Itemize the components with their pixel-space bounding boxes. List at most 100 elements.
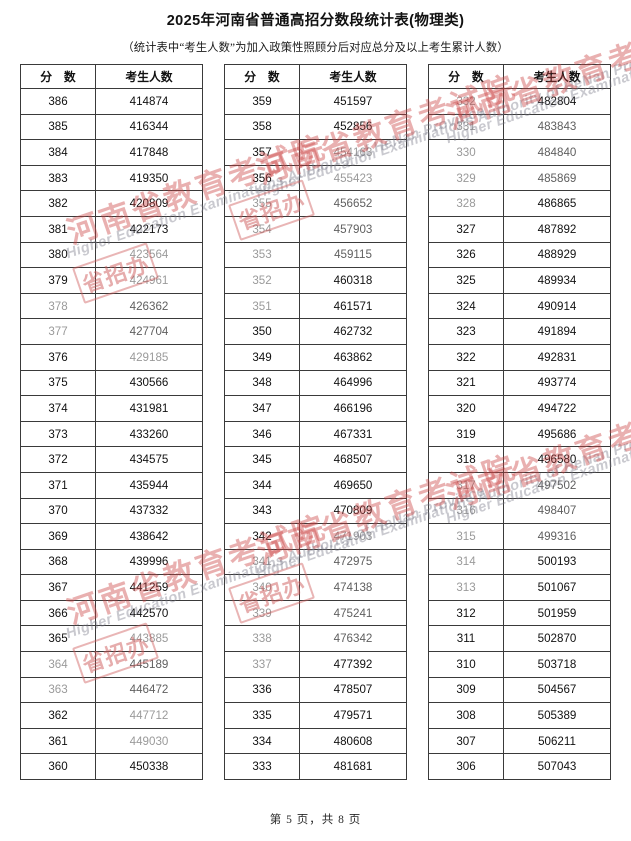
- cell-count: 426362: [95, 292, 203, 320]
- cell-count: 500193: [503, 548, 611, 576]
- table-row: 336 478507: [224, 676, 407, 704]
- table-row: 384 417848: [20, 139, 203, 166]
- table-row: 344 469650: [224, 471, 407, 499]
- cell-score: 336: [224, 676, 300, 704]
- cell-count: 464996: [299, 369, 407, 397]
- cell-count: 483843: [503, 113, 611, 141]
- cell-count: 460318: [299, 267, 407, 294]
- cell-score: 354: [224, 215, 300, 243]
- table-header-row: 分 数 考生人数: [428, 64, 611, 89]
- cell-score: 326: [428, 241, 504, 269]
- cell-score: 339: [224, 599, 300, 627]
- table-row: 335 479571: [224, 702, 407, 729]
- cell-score: 324: [428, 292, 504, 320]
- cell-score: 355: [224, 190, 300, 217]
- cell-score: 360: [20, 753, 96, 781]
- column-header-count: 考生人数: [503, 64, 611, 89]
- table-row: 362 447712: [20, 702, 203, 729]
- table-row: 328 486865: [428, 190, 611, 217]
- cell-count: 468507: [299, 446, 407, 473]
- table-row: 370 437332: [20, 497, 203, 525]
- cell-count: 501067: [503, 574, 611, 601]
- cell-score: 342: [224, 523, 300, 550]
- table-row: 357 454163: [224, 139, 407, 166]
- cell-count: 479571: [299, 702, 407, 729]
- cell-count: 446472: [95, 676, 203, 704]
- cell-count: 449030: [95, 727, 203, 755]
- table-row: 306 507043: [428, 753, 611, 781]
- cell-count: 507043: [503, 753, 611, 781]
- column-header-count: 考生人数: [95, 64, 203, 89]
- cell-score: 315: [428, 523, 504, 550]
- cell-score: 381: [20, 215, 96, 243]
- table-row: 353 459115: [224, 241, 407, 269]
- table-body: 332 482804 331 483843 330 484840 329 485869 328 4…: [428, 88, 611, 781]
- table-row: 351 461571: [224, 292, 407, 320]
- table-row: 363 446472: [20, 676, 203, 704]
- table-row: 377 427704: [20, 318, 203, 345]
- table-row: 331 483843: [428, 113, 611, 141]
- cell-score: 378: [20, 292, 96, 320]
- cell-count: 414874: [95, 88, 203, 115]
- cell-score: 384: [20, 139, 96, 166]
- cell-score: 330: [428, 139, 504, 166]
- cell-score: 335: [224, 702, 300, 729]
- table-row: 373 433260: [20, 420, 203, 448]
- cell-score: 364: [20, 651, 96, 678]
- cell-count: 461571: [299, 292, 407, 320]
- cell-score: 333: [224, 753, 300, 781]
- cell-count: 470809: [299, 497, 407, 525]
- cell-score: 363: [20, 676, 96, 704]
- cell-count: 498407: [503, 497, 611, 525]
- table-row: 311 502870: [428, 625, 611, 653]
- cell-score: 314: [428, 548, 504, 576]
- cell-count: 503718: [503, 651, 611, 678]
- cell-count: 485869: [503, 164, 611, 192]
- table-row: 314 500193: [428, 548, 611, 576]
- table-row: 376 429185: [20, 343, 203, 371]
- cell-score: 370: [20, 497, 96, 525]
- table-row: 330 484840: [428, 139, 611, 166]
- table-header-row: 分 数 考生人数: [224, 64, 407, 89]
- cell-score: 348: [224, 369, 300, 397]
- cell-count: 481681: [299, 753, 407, 781]
- cell-score: 338: [224, 625, 300, 653]
- cell-score: 385: [20, 113, 96, 141]
- column-header-score: 分 数: [428, 64, 504, 89]
- table-row: 342 471903: [224, 523, 407, 550]
- table-row: 310 503718: [428, 651, 611, 678]
- cell-score: 334: [224, 727, 300, 755]
- cell-score: 313: [428, 574, 504, 601]
- cell-score: 371: [20, 471, 96, 499]
- cell-count: 439996: [95, 548, 203, 576]
- cell-count: 450338: [95, 753, 203, 781]
- table-row: 346 467331: [224, 420, 407, 448]
- cell-count: 423564: [95, 241, 203, 269]
- table-row: 354 457903: [224, 215, 407, 243]
- cell-count: 417848: [95, 139, 203, 166]
- cell-count: 489934: [503, 267, 611, 294]
- column-header-score: 分 数: [20, 64, 96, 89]
- table-row: 338 476342: [224, 625, 407, 653]
- score-tables-container: 分 数 考生人数 386 414874 385 416344 384 417848 383 4…: [0, 64, 631, 781]
- page-footer: 第 5 页，共 8 页: [269, 814, 362, 826]
- cell-score: 383: [20, 164, 96, 192]
- cell-score: 307: [428, 727, 504, 755]
- cell-count: 501959: [503, 599, 611, 627]
- table-row: 375 430566: [20, 369, 203, 397]
- cell-score: 350: [224, 318, 300, 345]
- cell-count: 451597: [299, 88, 407, 115]
- cell-count: 505389: [503, 702, 611, 729]
- score-table-right: 分 数 考生人数 332 482804 331 483843 330 484840 329 4…: [428, 64, 611, 781]
- cell-score: 320: [428, 395, 504, 422]
- cell-count: 492831: [503, 343, 611, 371]
- table-row: 367 441259: [20, 574, 203, 601]
- cell-count: 443885: [95, 625, 203, 653]
- cell-count: 499316: [503, 523, 611, 550]
- table-row: 308 505389: [428, 702, 611, 729]
- cell-count: 445189: [95, 651, 203, 678]
- table-row: 341 472975: [224, 548, 407, 576]
- cell-count: 419350: [95, 164, 203, 192]
- table-row: 360 450338: [20, 753, 203, 781]
- cell-count: 434575: [95, 446, 203, 473]
